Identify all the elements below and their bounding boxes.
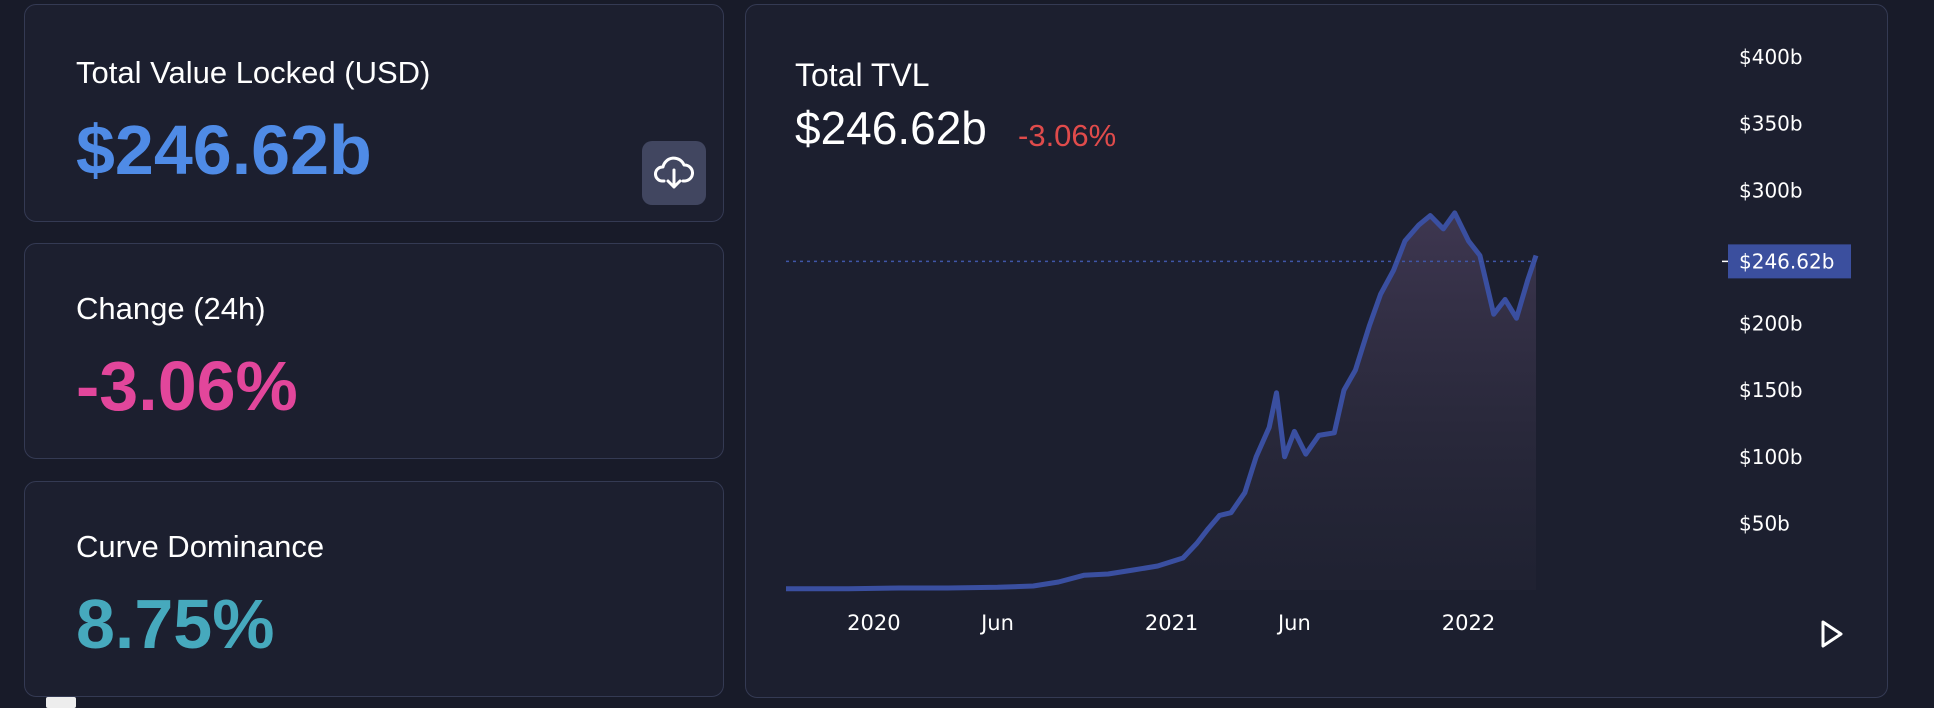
chart-title: Total TVL xyxy=(795,57,930,93)
x-tick-label: 2020 xyxy=(847,611,900,635)
y-tick-label: $400b xyxy=(1739,45,1803,69)
y-tick-label: $50b xyxy=(1739,511,1790,535)
tvl-label: Total Value Locked (USD) xyxy=(76,55,431,90)
x-tick-label: 2022 xyxy=(1442,611,1495,635)
change-card: Change (24h) -3.06% xyxy=(24,243,724,459)
chart-change: -3.06% xyxy=(1018,118,1117,153)
y-tick-label: $350b xyxy=(1739,112,1803,136)
change-label: Change (24h) xyxy=(76,291,266,326)
tvl-card: Total Value Locked (USD) $246.62b xyxy=(24,4,724,222)
play-icon xyxy=(1821,620,1843,648)
x-tick-label: Jun xyxy=(1276,611,1311,635)
corner-mark xyxy=(46,697,76,708)
tvl-chart-card: $50b $100b $150b $200b $300b $350b $400b 2020 J… xyxy=(745,4,1888,698)
tvl-value: $246.62b xyxy=(76,111,372,189)
tvl-chart: $50b $100b $150b $200b $300b $350b $400b 2020 J… xyxy=(786,45,1851,635)
download-button[interactable] xyxy=(642,141,706,205)
cloud-download-icon xyxy=(654,156,694,189)
y-tick-label: $100b xyxy=(1739,445,1803,469)
current-value-badge xyxy=(1728,244,1851,279)
tvl-area xyxy=(786,212,1536,590)
change-value: -3.06% xyxy=(76,347,298,425)
current-value-label: $246.62b xyxy=(1739,249,1834,273)
y-tick-label: $200b xyxy=(1739,312,1803,336)
chart-value: $246.62b xyxy=(795,102,987,154)
dominance-label: Curve Dominance xyxy=(76,529,325,564)
y-tick-label: $300b xyxy=(1739,178,1803,202)
tvl-line xyxy=(786,210,1539,592)
x-tick-label: Jun xyxy=(979,611,1014,635)
dominance-value: 8.75% xyxy=(76,585,275,663)
y-tick-label: $150b xyxy=(1739,378,1803,402)
play-button[interactable] xyxy=(1811,614,1851,654)
dominance-card: Curve Dominance 8.75% xyxy=(24,481,724,697)
x-tick-label: 2021 xyxy=(1145,611,1198,635)
